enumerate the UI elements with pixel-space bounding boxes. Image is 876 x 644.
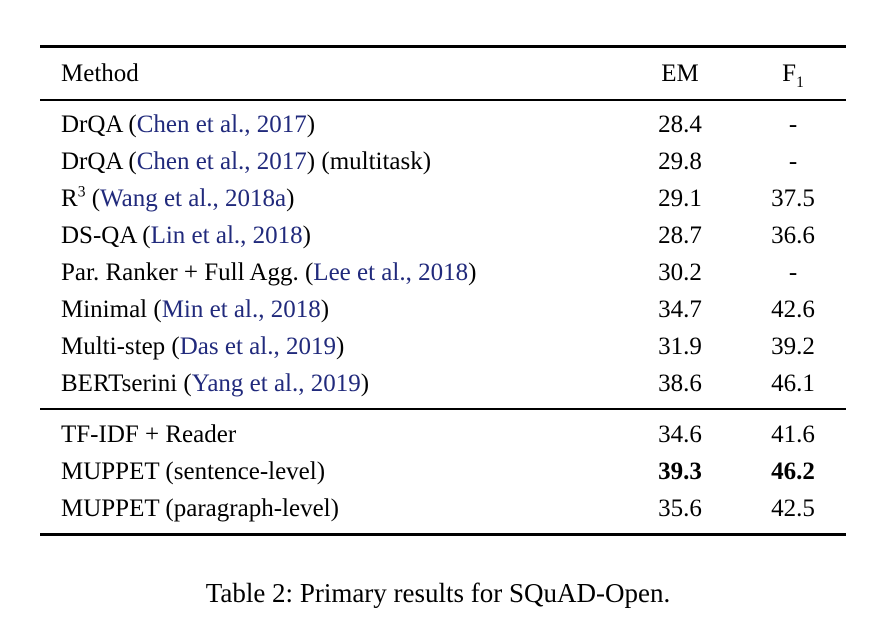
em-value: 29.8 bbox=[658, 148, 702, 175]
header-f1-base: F bbox=[782, 60, 797, 87]
method-text: Par. Ranker + Full Agg. ( bbox=[61, 259, 314, 286]
em-value: 34.6 bbox=[620, 408, 740, 453]
f1-value: 41.6 bbox=[740, 408, 846, 453]
header-f1-subscript: 1 bbox=[796, 74, 804, 91]
method-cell: Par. Ranker + Full Agg. (Lee et al., 201… bbox=[40, 254, 620, 291]
method-cell: MUPPET (paragraph-level) bbox=[40, 490, 620, 535]
table-row: TF-IDF + Reader 34.6 41.6 bbox=[40, 408, 846, 453]
table-row: R3 (Wang et al., 2018a) 29.1 37.5 bbox=[40, 180, 846, 217]
method-text: ) bbox=[306, 111, 316, 138]
method-superscript: 3 bbox=[77, 183, 86, 201]
method-text: ) bbox=[286, 185, 295, 212]
method-text: Minimal ( bbox=[61, 296, 162, 323]
citation-link[interactable]: Chen et al., 2017 bbox=[136, 111, 307, 138]
table-header: Method EM F1 bbox=[40, 46, 846, 101]
method-text: DrQA ( bbox=[61, 148, 137, 175]
em-value: 30.2 bbox=[658, 259, 702, 286]
em-value: 35.6 bbox=[658, 495, 702, 522]
em-value: 34.7 bbox=[658, 296, 702, 323]
method-cell: BERTserini (Yang et al., 2019) bbox=[40, 365, 620, 409]
method-text: ) bbox=[360, 370, 370, 397]
table-row: Minimal (Min et al., 2018) 34.7 42.6 bbox=[40, 291, 846, 328]
f1-value: - bbox=[788, 259, 798, 286]
method-text: ) bbox=[468, 259, 477, 286]
method-text: ) (multitask) bbox=[306, 148, 432, 175]
table-row: MUPPET (paragraph-level) 35.6 42.5 bbox=[40, 490, 846, 535]
table-row: DrQA (Chen et al., 2017) (multitask) 29.… bbox=[40, 143, 846, 180]
proposed-methods-section: TF-IDF + Reader 34.6 41.6 MUPPET (senten… bbox=[40, 408, 846, 535]
f1-value: 42.5 bbox=[771, 495, 815, 522]
method-text: MUPPET (paragraph-level) bbox=[61, 495, 339, 522]
f1-value: 37.5 bbox=[771, 185, 815, 212]
method-cell: DrQA (Chen et al., 2017) bbox=[40, 100, 620, 143]
method-cell: TF-IDF + Reader bbox=[40, 408, 620, 453]
method-text: DrQA ( bbox=[61, 111, 137, 138]
em-value: 38.6 bbox=[658, 370, 702, 397]
header-row: Method EM F1 bbox=[40, 46, 846, 101]
em-value: 29.1 bbox=[658, 185, 702, 212]
citation-link[interactable]: Wang et al., 2018a bbox=[100, 185, 287, 212]
method-text: R bbox=[61, 185, 78, 212]
table-row: DS-QA (Lin et al., 2018) 28.7 36.6 bbox=[40, 217, 846, 254]
f1-value: - bbox=[788, 111, 798, 138]
method-cell: DS-QA (Lin et al., 2018) bbox=[40, 217, 620, 254]
method-cell: DrQA (Chen et al., 2017) (multitask) bbox=[40, 143, 620, 180]
table-row: Par. Ranker + Full Agg. (Lee et al., 201… bbox=[40, 254, 846, 291]
citation-link[interactable]: Chen et al., 2017 bbox=[136, 148, 307, 175]
method-text: TF-IDF + Reader bbox=[61, 421, 237, 448]
citation-link[interactable]: Lee et al., 2018 bbox=[313, 259, 469, 286]
f1-value: - bbox=[788, 148, 798, 175]
table-caption: Table 2: Primary results for SQuAD-Open. bbox=[205, 578, 671, 608]
citation-link[interactable]: Yang et al., 2019 bbox=[191, 370, 361, 397]
method-text: BERTserini ( bbox=[61, 370, 192, 397]
method-cell: R3 (Wang et al., 2018a) bbox=[40, 180, 620, 217]
header-em: EM bbox=[620, 46, 740, 101]
method-text: ) bbox=[335, 333, 345, 360]
f1-value: 46.1 bbox=[771, 370, 815, 397]
method-text: Multi-step ( bbox=[61, 333, 180, 360]
results-table: Method EM F1 DrQA (Chen et al., 2017) 28… bbox=[40, 45, 846, 536]
method-cell: MUPPET (sentence-level) bbox=[40, 453, 620, 490]
em-value: 28.4 bbox=[658, 111, 702, 138]
header-method: Method bbox=[40, 46, 620, 101]
citation-link[interactable]: Min et al., 2018 bbox=[161, 296, 321, 323]
method-cell: Minimal (Min et al., 2018) bbox=[40, 291, 620, 328]
f1-value: 39.2 bbox=[771, 333, 815, 360]
em-value: 28.7 bbox=[658, 222, 702, 249]
em-value: 31.9 bbox=[658, 333, 702, 360]
f1-value: 46.2 bbox=[771, 458, 815, 485]
method-text: ) bbox=[320, 296, 330, 323]
baselines-section: DrQA (Chen et al., 2017) 28.4 - DrQA (Ch… bbox=[40, 100, 846, 409]
method-text: ) bbox=[302, 222, 311, 249]
results-table-container: Method EM F1 DrQA (Chen et al., 2017) 28… bbox=[40, 45, 846, 536]
em-value: 39.3 bbox=[658, 458, 702, 485]
citation-link[interactable]: Lin et al., 2018 bbox=[150, 222, 303, 249]
f1-value: 36.6 bbox=[771, 222, 815, 249]
table-row: DrQA (Chen et al., 2017) 28.4 - bbox=[40, 100, 846, 143]
table-row: BERTserini (Yang et al., 2019) 38.6 46.1 bbox=[40, 365, 846, 409]
header-f1: F1 bbox=[740, 46, 846, 101]
method-text: DS-QA ( bbox=[61, 222, 151, 249]
f1-value: 42.6 bbox=[771, 296, 815, 323]
method-cell: Multi-step (Das et al., 2019) bbox=[40, 328, 620, 365]
method-text: MUPPET (sentence-level) bbox=[61, 458, 326, 485]
method-text: ( bbox=[85, 185, 101, 212]
table-row: MUPPET (sentence-level) 39.3 46.2 bbox=[40, 453, 846, 490]
citation-link[interactable]: Das et al., 2019 bbox=[179, 333, 336, 360]
table-row: Multi-step (Das et al., 2019) 31.9 39.2 bbox=[40, 328, 846, 365]
